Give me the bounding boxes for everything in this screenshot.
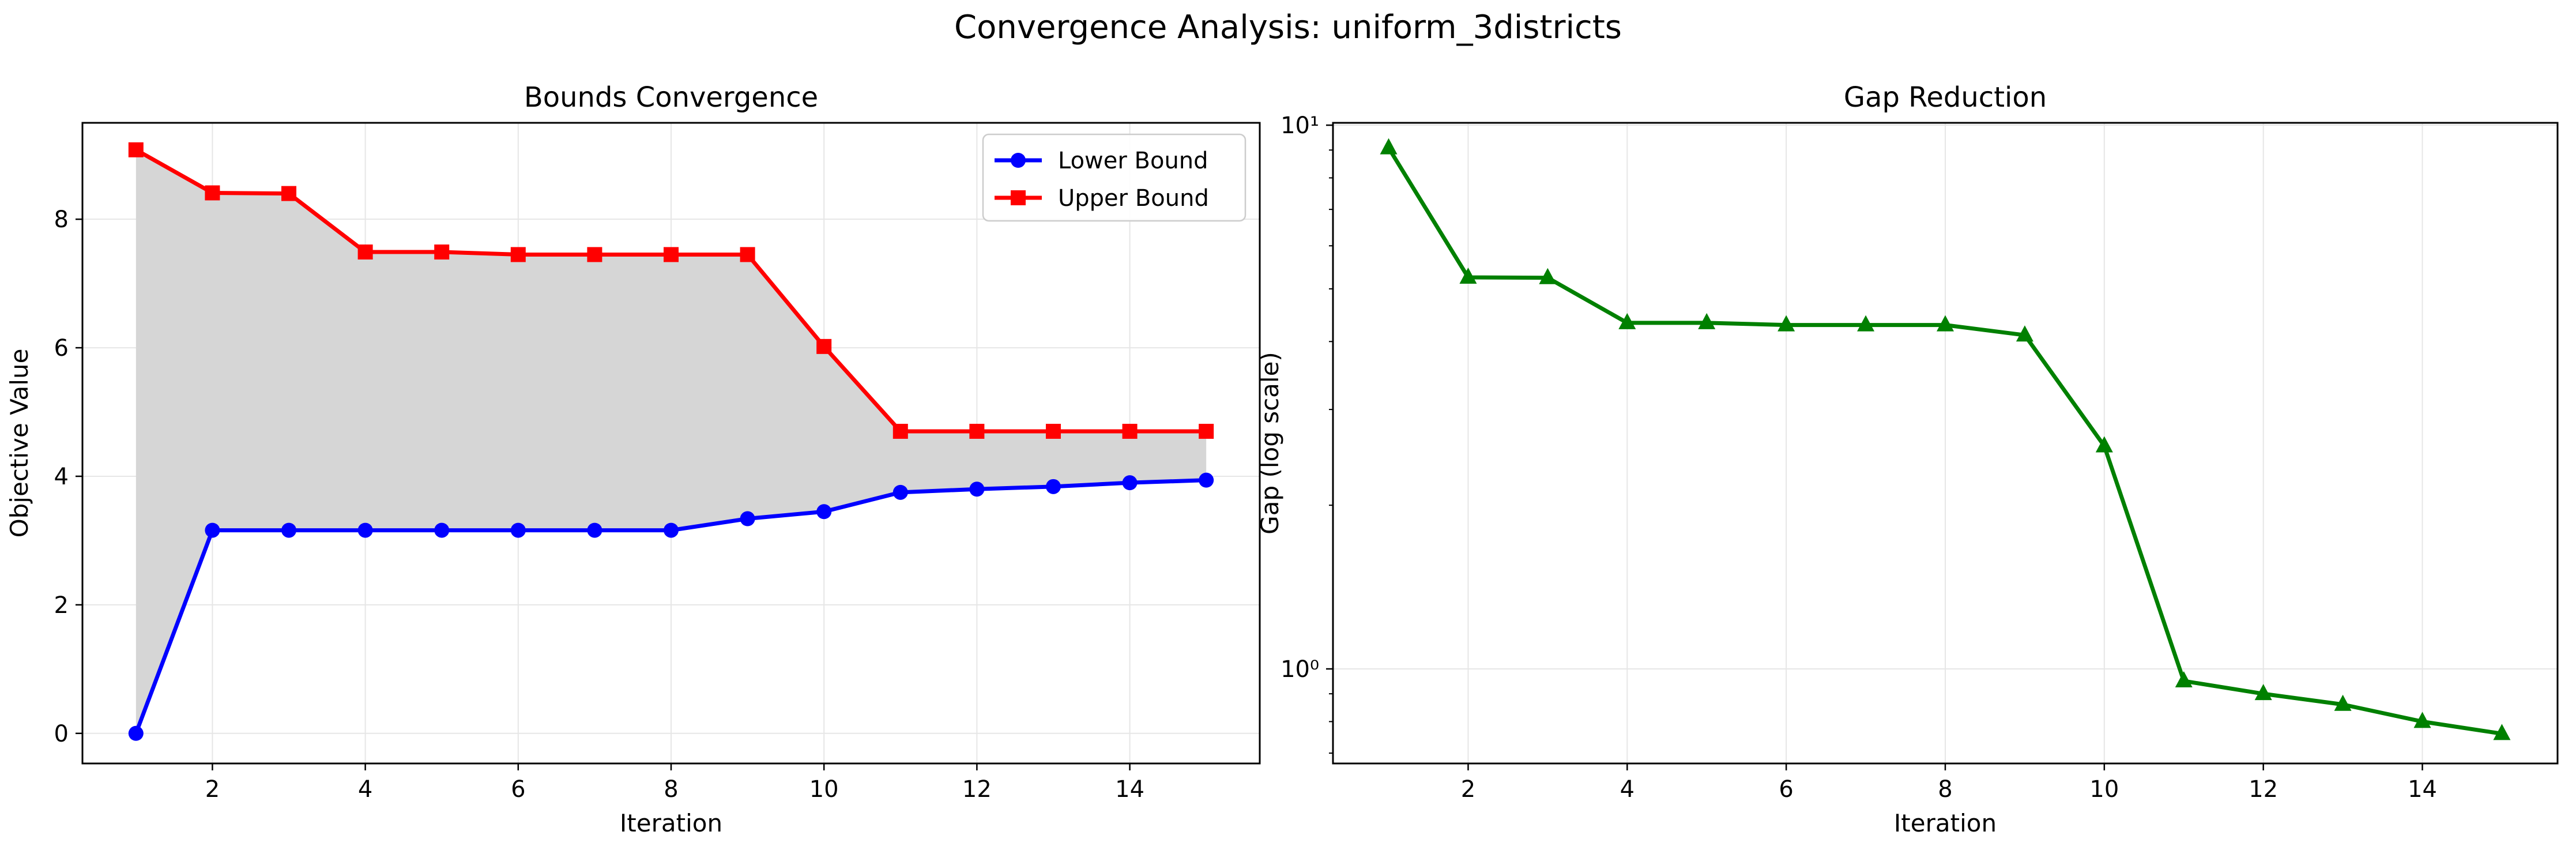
gap-reduction-series-0-point	[2175, 671, 2193, 688]
bounds-convergence-upper-bound-point	[434, 244, 450, 260]
bounds-convergence-upper-bound-point	[510, 247, 526, 262]
bounds-convergence-lower-bound-point	[1045, 479, 1061, 494]
gap-reduction-series-0-point	[1937, 315, 1954, 332]
bounds-convergence-y-axis-label: Objective Value	[5, 349, 33, 538]
bounds-convergence-legend-upper-bound-label: Upper Bound	[1058, 185, 1209, 212]
gap-reduction-series-0-point	[1459, 267, 1477, 284]
gap-reduction-x-tick-label: 12	[2249, 776, 2278, 803]
bounds-convergence-panel: 2 4 6 8 10 12 14 0 2 4 6 8 Bounds Convergence Iterati…	[5, 81, 1261, 837]
bounds-convergence-upper-bound-point	[281, 186, 297, 201]
bounds-convergence-upper-bound-point	[664, 247, 679, 262]
bounds-convergence-lower-bound-point	[740, 511, 755, 526]
bounds-convergence-y-tick-label: 2	[54, 592, 69, 619]
bounds-convergence-y-tick-label: 8	[54, 206, 69, 233]
gap-reduction-x-axis-label: Iteration	[1894, 809, 1997, 837]
gap-reduction-panel: 2 4 6 8 10 12 14 10⁰ 10¹ Gap Reduction Iteration Ga…	[1256, 81, 2559, 837]
bounds-convergence-upper-bound-point	[357, 244, 373, 260]
gap-reduction-title: Gap Reduction	[1844, 81, 2047, 114]
bounds-convergence-upper-bound-point	[1199, 423, 1214, 439]
figure-title: Convergence Analysis: uniform_3districts	[954, 9, 1622, 46]
bounds-convergence-lower-bound-point	[664, 522, 679, 538]
gap-reduction-series-0-point	[1380, 138, 1398, 155]
bounds-convergence-legend-lower-bound-swatch-marker	[1011, 153, 1026, 168]
bounds-convergence-legend-upper-bound-swatch-marker	[1011, 190, 1026, 205]
bounds-convergence-y-tick-label: 0	[54, 721, 69, 747]
bounds-convergence-x-axis-label: Iteration	[620, 809, 722, 837]
bounds-convergence-gap-fill	[135, 149, 1207, 733]
bounds-convergence-x-tick-label: 6	[511, 776, 525, 803]
bounds-convergence-upper-bound-point	[1122, 423, 1138, 439]
bounds-convergence-lower-bound-point	[434, 522, 450, 538]
bounds-convergence-lower-bound-point	[510, 522, 526, 538]
gap-reduction-series-0-point	[1857, 315, 1875, 332]
bounds-convergence-lower-bound-point	[892, 484, 908, 500]
bounds-convergence-upper-bound-point	[892, 423, 908, 439]
bounds-convergence-lower-bound-point	[205, 522, 220, 538]
bounds-convergence-y-tick-label: 4	[54, 464, 69, 490]
gap-reduction-series-0-point	[1539, 268, 1557, 284]
gap-reduction-series-0-point	[2016, 325, 2033, 342]
bounds-convergence-legend-box	[982, 133, 1246, 222]
gap-reduction-x-tick-label: 6	[1779, 776, 1793, 803]
gap-reduction-x-tick-label: 10	[2089, 776, 2119, 803]
bounds-convergence-x-tick-label: 2	[205, 776, 220, 803]
gap-reduction-y-tick-label: 10⁰	[1281, 656, 1319, 683]
bounds-convergence-upper-bound-point	[587, 247, 602, 262]
bounds-convergence-x-tick-label: 12	[962, 776, 992, 803]
gap-reduction-series-0-point	[2254, 684, 2272, 701]
gap-reduction-series-0-point	[2334, 694, 2352, 711]
bounds-convergence-lower-bound-point	[587, 522, 602, 538]
bounds-convergence-upper-bound-point	[740, 247, 755, 262]
gap-reduction-x-tick-label: 8	[1938, 776, 1952, 803]
bounds-convergence-lower-bound-point	[1122, 475, 1138, 491]
bounds-convergence-legend-lower-bound-label: Lower Bound	[1058, 148, 1208, 174]
gap-reduction-y-axis-label: Gap (log scale)	[1256, 352, 1284, 535]
bounds-convergence-title: Bounds Convergence	[524, 81, 818, 114]
bounds-convergence-lower-bound-point	[969, 481, 985, 497]
bounds-convergence-upper-bound-point	[969, 423, 985, 439]
gap-reduction-series-0-point	[1698, 313, 1716, 329]
gap-reduction-series-0-point	[2413, 712, 2431, 728]
gap-reduction-series-0-point	[2095, 436, 2113, 453]
gap-reduction-x-tick-label: 14	[2408, 776, 2437, 803]
bounds-convergence-upper-bound-point	[816, 338, 832, 354]
bounds-convergence-lower-bound-point	[281, 522, 297, 538]
bounds-convergence-legend: Lower Bound Upper Bound	[982, 133, 1246, 222]
gap-reduction-series-0-point	[1777, 315, 1795, 332]
bounds-convergence-x-tick-label: 4	[358, 776, 372, 803]
gap-reduction-y-tick-label: 10¹	[1281, 112, 1319, 139]
bounds-convergence-upper-bound-point	[205, 185, 220, 201]
bounds-convergence-x-tick-label: 14	[1115, 776, 1144, 803]
gap-reduction-x-tick-label: 4	[1620, 776, 1635, 803]
gap-reduction-series-0-point	[1618, 313, 1636, 329]
bounds-convergence-upper-bound-point	[128, 142, 144, 157]
gap-reduction-series-0-point	[2493, 724, 2511, 740]
bounds-convergence-lower-bound-point	[1199, 472, 1214, 488]
bounds-convergence-lower-bound-point	[128, 725, 144, 741]
bounds-convergence-x-tick-label: 8	[664, 776, 678, 803]
bounds-convergence-y-tick-label: 6	[54, 335, 69, 362]
gap-reduction-x-tick-label: 2	[1461, 776, 1475, 803]
bounds-convergence-upper-bound-point	[1045, 423, 1061, 439]
bounds-convergence-lower-bound-point	[357, 522, 373, 538]
bounds-convergence-lower-bound-point	[816, 504, 832, 520]
bounds-convergence-x-tick-label: 10	[809, 776, 839, 803]
